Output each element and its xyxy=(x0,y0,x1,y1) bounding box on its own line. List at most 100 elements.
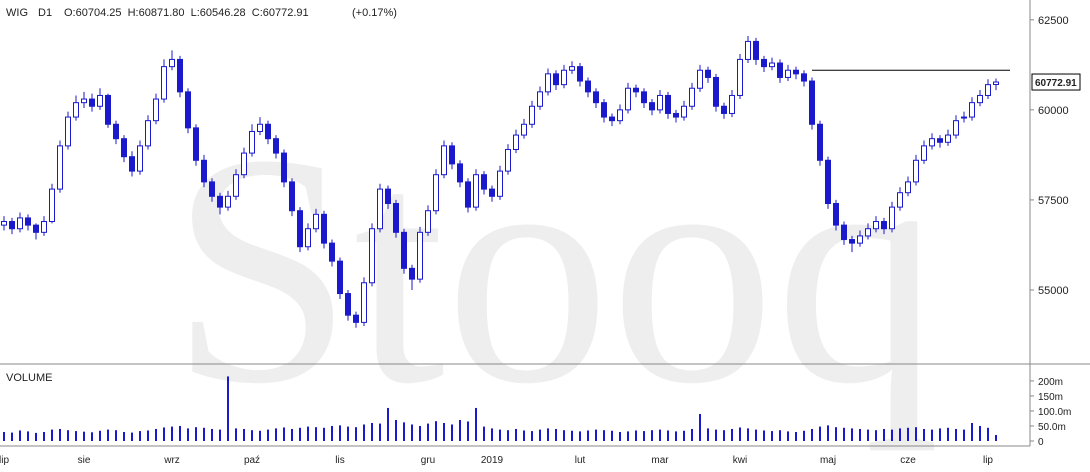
candle-body xyxy=(825,159,831,205)
volume-bar xyxy=(819,426,821,441)
candle-body xyxy=(313,213,319,230)
volume-bar xyxy=(251,430,253,441)
volume-bar xyxy=(131,432,133,441)
candle-body xyxy=(801,73,807,82)
x-tick-label: mar xyxy=(651,455,669,466)
x-tick-label: lip xyxy=(983,455,993,466)
volume-bar xyxy=(987,427,989,441)
candle-body xyxy=(209,181,215,197)
candle-body xyxy=(545,73,551,93)
volume-bar xyxy=(507,430,509,441)
volume-bar xyxy=(611,430,613,441)
candle-body xyxy=(393,203,399,233)
y-tick-label: 60000 xyxy=(1038,105,1069,117)
candle-body xyxy=(257,123,263,132)
x-tick-label: maj xyxy=(820,455,836,466)
volume-bar xyxy=(339,425,341,441)
candle-body xyxy=(873,221,879,230)
volume-bar xyxy=(235,428,237,441)
volume-tick-label: 150m xyxy=(1038,392,1063,403)
candle-body xyxy=(569,66,575,71)
volume-tick-label: 100.0m xyxy=(1038,407,1071,418)
volume-bar xyxy=(915,427,917,441)
candle-body xyxy=(961,116,967,119)
candle-body xyxy=(577,66,583,82)
volume-bar xyxy=(691,428,693,441)
candle-body xyxy=(9,221,15,230)
candle-body xyxy=(649,102,655,111)
volume-bar xyxy=(107,429,109,441)
candle-body xyxy=(321,213,327,244)
candle-body xyxy=(401,231,407,269)
volume-bar xyxy=(547,428,549,441)
candle-body xyxy=(921,145,927,161)
volume-bar xyxy=(43,431,45,441)
volume-bar xyxy=(891,429,893,441)
candle-body xyxy=(385,188,391,205)
volume-bar xyxy=(683,430,685,441)
candle-body xyxy=(937,138,943,143)
x-tick-label: gru xyxy=(421,455,435,466)
volume-bar xyxy=(875,430,877,441)
candle-body xyxy=(409,267,415,280)
candle-body xyxy=(361,282,367,323)
candle-body xyxy=(865,228,871,237)
candle-body xyxy=(265,123,271,140)
candle-body xyxy=(929,138,935,147)
volume-bar xyxy=(155,428,157,441)
candle-body xyxy=(521,123,527,136)
candle-body xyxy=(193,127,199,161)
volume-bar xyxy=(619,431,621,441)
x-tick-label: 2019 xyxy=(481,455,504,466)
volume-bar xyxy=(419,425,421,441)
candle-body xyxy=(513,134,519,150)
volume-bar xyxy=(555,428,557,441)
candle-body xyxy=(473,174,479,208)
volume-bar xyxy=(603,430,605,441)
volume-bar xyxy=(123,431,125,441)
volume-bar xyxy=(451,424,453,441)
volume-bar xyxy=(483,426,485,441)
volume-bar xyxy=(371,422,373,441)
candle-body xyxy=(945,134,951,143)
candle-body xyxy=(505,148,511,172)
volume-bar xyxy=(395,419,397,441)
candle-body xyxy=(25,217,31,226)
candle-body xyxy=(561,69,567,86)
volume-bar xyxy=(491,428,493,441)
candle-body xyxy=(953,120,959,136)
candle-body xyxy=(833,203,839,226)
volume-bar xyxy=(939,428,941,441)
volume-bar xyxy=(931,429,933,441)
candle-body xyxy=(121,138,127,158)
volume-bar xyxy=(763,430,765,441)
candle-body xyxy=(41,221,47,233)
y-tick-label: 55000 xyxy=(1038,285,1069,297)
candle-body xyxy=(745,40,751,60)
volume-bar xyxy=(803,430,805,441)
volume-bar xyxy=(11,432,13,441)
candle-body xyxy=(201,159,207,183)
volume-bar xyxy=(219,429,221,441)
volume-bar xyxy=(59,428,61,441)
volume-bar xyxy=(515,428,517,441)
last-price-label: 60772.91 xyxy=(1035,78,1077,89)
volume-bar xyxy=(75,431,77,441)
volume-bar xyxy=(403,422,405,441)
x-tick-label: wrz xyxy=(163,455,180,466)
candle-body xyxy=(913,159,919,183)
volume-bar xyxy=(331,425,333,441)
volume-bar xyxy=(851,428,853,441)
volume-bar xyxy=(475,407,477,441)
candle-body xyxy=(273,138,279,154)
volume-title: VOLUME xyxy=(6,372,52,384)
candle-body xyxy=(425,210,431,233)
volume-bar xyxy=(867,429,869,441)
volume-bar xyxy=(755,429,757,441)
volume-bar xyxy=(835,427,837,441)
candle-body xyxy=(897,192,903,208)
candle-body xyxy=(161,66,167,100)
x-tick-label: sie xyxy=(78,455,91,466)
candle-body xyxy=(769,62,775,68)
volume-bar xyxy=(147,430,149,441)
